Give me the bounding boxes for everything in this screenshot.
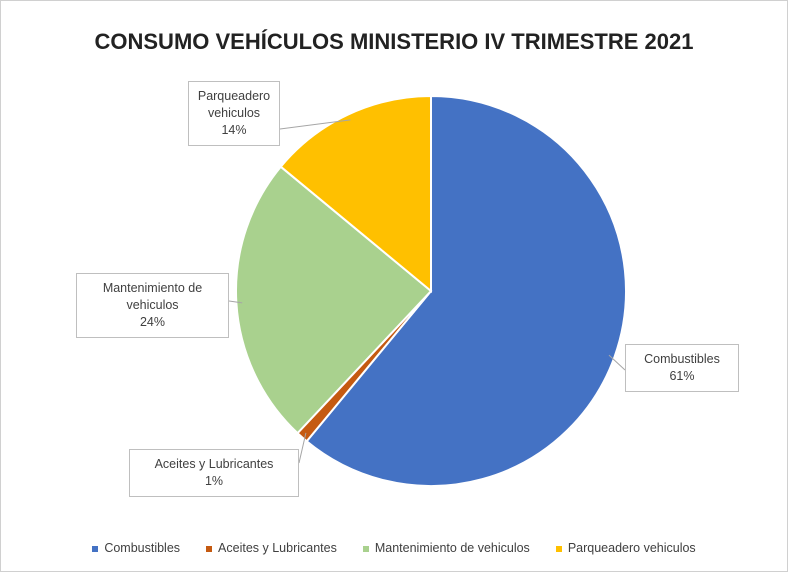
pie-slice (235, 165, 433, 435)
legend-label: Combustibles (104, 541, 181, 555)
label-value: 61% (669, 369, 695, 383)
pie-slice (305, 94, 627, 487)
legend-item: Parqueadero vehiculos (555, 541, 696, 555)
legend-swatch (206, 545, 213, 552)
legend-swatch (362, 545, 369, 552)
label-category: Mantenimiento de vehiculos (102, 281, 203, 312)
label-category: Aceites y Lubricantes (154, 457, 274, 471)
label-category: Combustibles (644, 352, 720, 366)
data-label: Combustibles 61% (625, 344, 739, 392)
data-label: Aceites y Lubricantes 1% (129, 449, 299, 497)
label-value: 14% (221, 123, 247, 137)
data-label: Parqueadero vehiculos 14% (188, 81, 280, 146)
label-category: Parqueadero vehiculos (197, 89, 271, 120)
leader-line (228, 300, 243, 304)
legend-swatch (555, 545, 562, 552)
label-value: 24% (139, 315, 166, 329)
pie-slice (279, 94, 432, 294)
legend-label: Aceites y Lubricantes (218, 541, 337, 555)
data-label: Mantenimiento de vehiculos 24% (76, 273, 229, 338)
legend-label: Parqueadero vehiculos (567, 541, 696, 555)
leader-line (279, 119, 351, 130)
label-value: 1% (204, 474, 224, 488)
legend-item: Mantenimiento de vehiculos (362, 541, 530, 555)
legend-label: Mantenimiento de vehiculos (374, 541, 530, 555)
legend-swatch (92, 545, 99, 552)
leader-line (298, 432, 307, 464)
legend-item: Combustibles (92, 541, 180, 555)
legend: Combustibles Aceites y Lubricantes Manteni… (1, 541, 787, 555)
chart-title: CONSUMO VEHÍCULOS MINISTERIO IV TRIMESTR… (94, 29, 694, 54)
legend-item: Aceites y Lubricantes (206, 541, 337, 555)
leader-line (608, 354, 626, 371)
